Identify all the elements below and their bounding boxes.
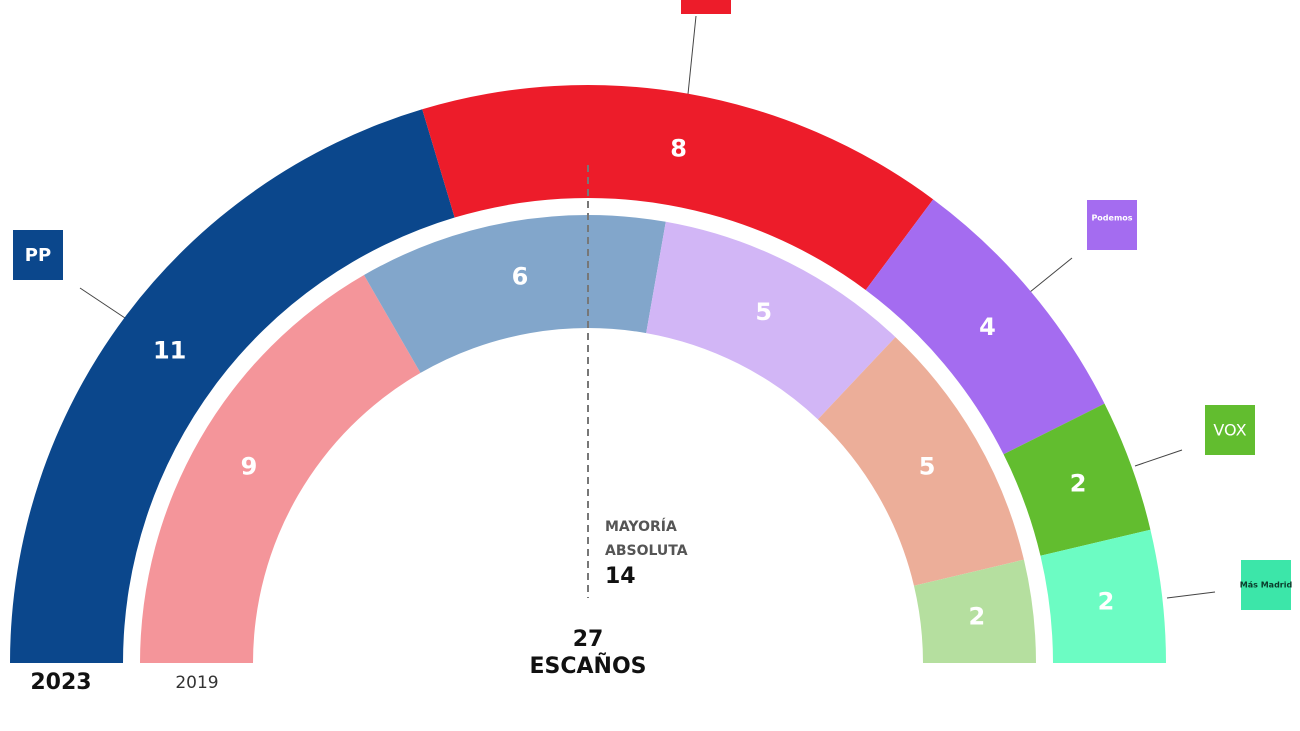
logo-label: Podemos (1091, 214, 1132, 223)
segment-label: 6 (512, 262, 529, 290)
logo-label: VOX (1213, 421, 1246, 440)
leader-line (1029, 257, 1073, 293)
seat-segment (913, 559, 1036, 663)
seat-segment (364, 214, 666, 373)
segment-label: 8 (670, 134, 687, 162)
rings: 11 8 4 2 2 9 6 5 5 2 (10, 84, 1166, 664)
logo (13, 230, 63, 280)
majority-label: ABSOLUTA (605, 543, 688, 559)
seat-segment (865, 199, 1105, 455)
majority-label: MAYORÍA (605, 518, 677, 535)
segment-label: 2 (1070, 470, 1087, 498)
logo (1241, 560, 1291, 610)
segment-label: 9 (241, 452, 258, 480)
majority-value: 14 (605, 564, 636, 589)
logo (681, 0, 731, 14)
series-label: 2019 (175, 673, 218, 693)
segment-label: 11 (153, 337, 186, 365)
leader-line (79, 287, 126, 319)
seat-segment (1040, 529, 1166, 663)
seat-segment (817, 337, 1024, 586)
leader-line (1134, 449, 1183, 467)
segment-label: 5 (755, 298, 772, 326)
seat-segment (10, 109, 455, 664)
leader-line (1166, 591, 1216, 599)
segment-label: 5 (919, 452, 936, 480)
logo (1087, 200, 1137, 250)
logo (1205, 405, 1255, 455)
leader-line (687, 15, 697, 95)
logos: PP Podemos VOX Más Madrid (13, 0, 1292, 610)
seat-segment (140, 275, 421, 663)
logo-label: PP (25, 245, 51, 266)
total-label: ESCAÑOS (529, 653, 646, 679)
total-value: 27 (573, 627, 604, 652)
seat-segment (1003, 403, 1151, 556)
segment-label: 2 (969, 603, 986, 631)
segment-label: 2 (1098, 587, 1115, 615)
series-label: 2023 (30, 670, 91, 695)
logo-label: Más Madrid (1240, 581, 1293, 590)
segment-label: 4 (979, 313, 996, 341)
seat-segment (646, 221, 896, 420)
seat-segment (422, 84, 934, 291)
